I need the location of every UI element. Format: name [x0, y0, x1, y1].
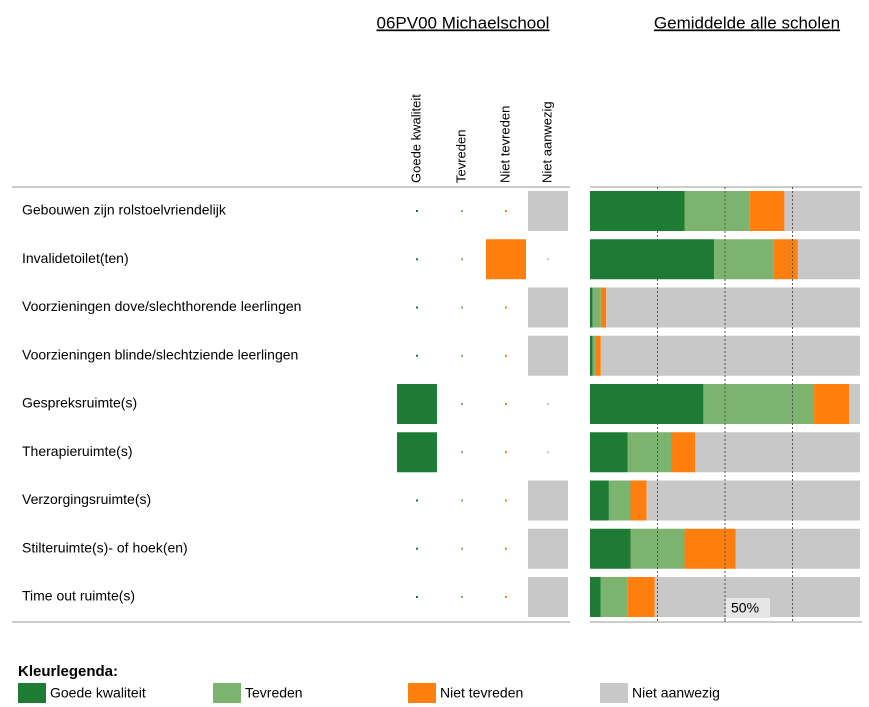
school-answer [397, 432, 437, 473]
legend-label: Niet aanwezig [632, 685, 720, 701]
empty-cell [416, 306, 418, 309]
row-label: Gebouwen zijn rolstoelvriendelijk [22, 202, 227, 218]
empty-cell [505, 547, 507, 550]
row-label: Gespreksruimte(s) [22, 395, 137, 411]
school-answer [528, 528, 568, 569]
bar-segment [595, 335, 601, 376]
tick-label-bg [726, 598, 770, 618]
bar-segment [590, 528, 631, 569]
bar-segment [590, 577, 601, 617]
bar-segment [590, 384, 704, 424]
bar-segment [592, 287, 601, 328]
empty-cell [461, 451, 463, 454]
bar-segment [606, 287, 860, 328]
row-label: Time out ruimte(s) [22, 588, 135, 604]
legend-label: Tevreden [245, 685, 303, 701]
empty-cell [461, 306, 463, 309]
column-header: Tevreden [453, 130, 468, 183]
empty-cell [461, 258, 463, 261]
bar-segment [590, 432, 628, 473]
empty-cell [416, 596, 418, 598]
bar-segment [695, 432, 860, 473]
empty-cell [461, 547, 463, 550]
empty-cell [547, 258, 549, 261]
bar-segment [600, 335, 860, 376]
empty-cell [505, 596, 507, 598]
school-answer [528, 191, 568, 231]
empty-cell [461, 596, 463, 598]
bar-segment [784, 191, 860, 231]
legend-swatch [213, 683, 241, 703]
bar-segment [646, 480, 860, 521]
empty-cell [547, 451, 549, 454]
empty-cell [416, 258, 418, 261]
bar-segment [608, 480, 631, 521]
bar-segment [630, 480, 647, 521]
bar-segment [849, 384, 860, 424]
column-header: Niet aanwezig [539, 101, 554, 183]
row-label: Verzorgingsruimte(s) [22, 491, 151, 507]
row-label: Invalidetoilet(ten) [22, 250, 129, 266]
empty-cell [461, 403, 463, 405]
legend-label: Goede kwaliteit [50, 685, 146, 701]
empty-cell [416, 547, 418, 550]
empty-cell [461, 499, 463, 502]
school-answer [528, 287, 568, 328]
bar-segment [735, 528, 860, 569]
bar-segment [590, 287, 593, 328]
school-answer [528, 577, 568, 617]
bar-segment [600, 577, 628, 617]
bar-segment [684, 528, 736, 569]
bar-segment [590, 239, 715, 280]
empty-cell [505, 451, 507, 454]
column-header: Niet tevreden [497, 106, 512, 183]
row-label: Stilteruimte(s)- of hoek(en) [22, 539, 188, 555]
empty-cell [547, 403, 549, 405]
bar-segment [797, 239, 860, 280]
bar-segment [684, 191, 750, 231]
legend-title: Kleurlegenda: [18, 663, 118, 680]
school-answer [528, 335, 568, 376]
school-answer [486, 239, 526, 280]
column-header: Goede kwaliteit [408, 94, 423, 183]
school-answer [528, 480, 568, 521]
empty-cell [505, 210, 507, 212]
empty-cell [461, 354, 463, 357]
x-tick-label: 50% [731, 600, 759, 616]
legend-swatch [600, 683, 628, 703]
bar-segment [749, 191, 785, 231]
school-answer [397, 384, 437, 424]
bar-segment [773, 239, 798, 280]
bar-segment [627, 432, 671, 473]
legend-label: Niet tevreden [440, 685, 523, 701]
bar-segment [590, 335, 593, 376]
bar-segment [703, 384, 815, 424]
empty-cell [416, 354, 418, 357]
empty-cell [505, 354, 507, 357]
row-label: Voorzieningen dove/slechthorende leerlin… [22, 298, 301, 314]
bar-segment [814, 384, 850, 424]
bar-segment [592, 335, 596, 376]
empty-cell [505, 403, 507, 405]
row-label: Therapieruimte(s) [22, 443, 132, 459]
average-title: Gemiddelde alle scholen [654, 13, 840, 32]
legend-swatch [408, 683, 436, 703]
row-label: Voorzieningen blinde/slechtziende leerli… [22, 346, 298, 362]
empty-cell [505, 306, 507, 309]
bar-segment [671, 432, 696, 473]
empty-cell [416, 499, 418, 502]
bar-segment [600, 287, 607, 328]
bar-segment [590, 191, 685, 231]
empty-cell [416, 210, 418, 212]
empty-cell [461, 210, 463, 212]
legend-swatch [18, 683, 46, 703]
bar-segment [714, 239, 774, 280]
school-title: 06PV00 Michaelschool [377, 13, 550, 32]
bar-segment [627, 577, 655, 617]
empty-cell [505, 499, 507, 502]
bar-segment [590, 480, 609, 521]
